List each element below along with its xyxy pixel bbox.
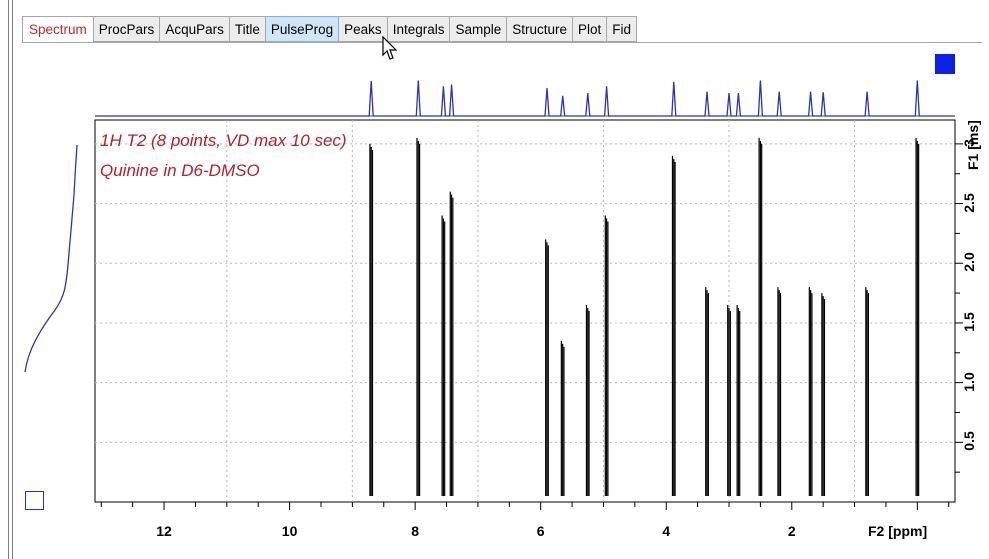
tab-peaks[interactable]: Peaks bbox=[339, 16, 388, 42]
tab-label: Spectrum bbox=[29, 22, 87, 37]
tab-fid[interactable]: Fid bbox=[607, 16, 638, 42]
tab-label: Sample bbox=[455, 21, 502, 37]
y-axis-unit-label: F1 [ms] bbox=[965, 120, 981, 170]
tab-label: Integrals bbox=[392, 21, 445, 37]
tab-procpars[interactable]: ProcPars bbox=[93, 16, 161, 42]
peak-contours bbox=[369, 137, 920, 497]
x-axis-tick-label: 12 bbox=[156, 523, 172, 539]
tab-title[interactable]: Title bbox=[229, 16, 266, 42]
tab-bar-underline bbox=[22, 42, 982, 43]
tab-label: Fid bbox=[612, 21, 632, 37]
tab-sample[interactable]: Sample bbox=[450, 16, 508, 42]
tab-label: Peaks bbox=[344, 21, 382, 37]
tab-integrals[interactable]: Integrals bbox=[387, 16, 451, 42]
tab-label: ProcPars bbox=[98, 21, 155, 37]
tab-bar: Spectrum ProcPars AcquPars Title PulsePr… bbox=[22, 16, 638, 43]
f1-projection-trace bbox=[24, 144, 78, 373]
x-axis-tick-label: 4 bbox=[662, 523, 671, 539]
x-axis-tick-label: 10 bbox=[281, 523, 298, 539]
mouse-pointer-icon bbox=[382, 36, 398, 60]
y-axis-tick-label: 0.5 bbox=[961, 431, 977, 452]
plot-frame bbox=[94, 119, 956, 503]
tab-label: Plot bbox=[578, 21, 602, 37]
frame-border bbox=[8, 0, 9, 559]
hollow-square-icon[interactable] bbox=[25, 491, 44, 510]
x-axis-tick-label: 2 bbox=[787, 523, 796, 539]
y-axis-tick-label: 2.0 bbox=[961, 252, 977, 272]
tab-label: Title bbox=[234, 21, 260, 37]
x-axis-ticks bbox=[100, 502, 950, 510]
y-axis-tick-label: 1.5 bbox=[961, 312, 977, 332]
x-axis-tick-label: 8 bbox=[411, 523, 420, 539]
tab-label: PulseProg bbox=[270, 21, 334, 37]
y-axis-ticks bbox=[955, 143, 963, 473]
tab-acqupars[interactable]: AcquPars bbox=[160, 16, 230, 42]
tab-label: Structure bbox=[512, 21, 568, 37]
f2-projection-trace bbox=[95, 80, 955, 117]
tab-pulseprog[interactable]: PulseProg bbox=[265, 16, 340, 42]
y-axis-tick-label: 2.5 bbox=[961, 192, 977, 213]
tab-plot[interactable]: Plot bbox=[573, 16, 608, 42]
x-axis-unit-label: F2 [ppm] bbox=[868, 523, 928, 539]
window-left-frame bbox=[0, 0, 14, 559]
tab-structure[interactable]: Structure bbox=[507, 16, 574, 42]
tab-label: AcquPars bbox=[165, 21, 224, 37]
y-axis-tick-label: 1.0 bbox=[961, 371, 977, 392]
blue-square-icon[interactable] bbox=[935, 54, 955, 74]
frame-border-inner bbox=[12, 0, 13, 559]
x-axis-tick-label: 6 bbox=[536, 523, 545, 539]
spectrum-title-line1: 1H T2 (8 points, VD max 10 sec) bbox=[100, 131, 347, 150]
spectrum-title-line2: Quinine in D6-DMSO bbox=[100, 161, 260, 180]
